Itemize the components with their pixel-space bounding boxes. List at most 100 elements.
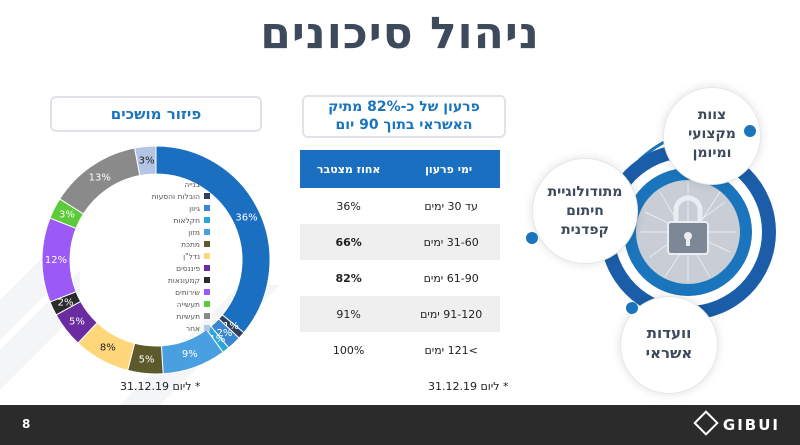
donut-value-label-9: 12%: [45, 255, 67, 266]
table-label: פרעון של כ-82% מתיק האשראי בתוך 90 יום: [302, 95, 506, 138]
bubble-text: מתודולוגיית: [547, 184, 623, 200]
logo-icon: [693, 410, 719, 436]
company-logo: GIBUI: [693, 410, 780, 436]
row-days: 31-60 ימים: [397, 224, 500, 260]
row-days: 61-90 ימים: [423, 271, 479, 285]
donut-value-label-2: 2%: [217, 328, 233, 339]
table-row: עד 30 ימים 36%: [300, 188, 500, 224]
legend-item: בנייה: [118, 179, 210, 191]
legend-item: שירותים: [118, 287, 210, 299]
connector-dot: [744, 125, 756, 137]
legend-label: נדל"ן: [183, 252, 200, 261]
legend-label: מזון: [188, 228, 200, 237]
legend-item: מזון: [118, 227, 210, 239]
bubble-methodology: מתודולוגיית חיתום קפדנית: [532, 158, 638, 264]
bubble-text: וועדות: [646, 324, 692, 342]
table-row: 61-90 ימים 82%: [300, 260, 500, 296]
table-footnote: * ליום 31.12.19: [428, 380, 509, 393]
table-label-line1: פרעון של כ-82% מתיק: [328, 99, 480, 115]
donut-chart: 36%1%2%1%9%5%8%5%2%12%3%13%3%: [41, 145, 271, 375]
donut-value-label-11: 13%: [89, 172, 111, 183]
legend-label: הובלות והסעות: [151, 192, 200, 201]
legend-label: מתכת: [181, 240, 200, 249]
row-pct: 82%: [335, 271, 362, 285]
legend-label: פיננסים: [176, 264, 200, 273]
donut-value-label-4: 9%: [182, 349, 198, 360]
legend-item: גיוון: [118, 203, 210, 215]
page-number: 8: [22, 417, 31, 431]
bubble-text: מקצועי: [688, 126, 736, 142]
bubble-text: צוות: [697, 107, 727, 123]
legend-swatch: [204, 301, 210, 307]
row-pct: 91%: [300, 296, 398, 332]
donut-value-label-5: 5%: [139, 355, 155, 366]
legend-item: קמעונאות: [118, 275, 210, 287]
legend-swatch: [204, 241, 210, 247]
legend-swatch: [204, 229, 210, 235]
connector-dot: [626, 302, 638, 314]
legend-swatch: [204, 265, 210, 271]
legend-item: פיננסים: [118, 263, 210, 275]
legend-swatch: [204, 181, 210, 187]
risk-diagram: [600, 126, 776, 320]
table-label-line2: האשראי בתוך 90 יום: [335, 117, 473, 133]
legend-swatch: [204, 325, 210, 331]
bubble-text: קפדנית: [561, 222, 609, 238]
legend-label: קמעונאות: [167, 276, 200, 285]
row-pct: 100%: [332, 343, 365, 357]
bubble-text: אשראי: [645, 344, 693, 362]
donut-slice-12: [134, 145, 157, 177]
row-pct: 36%: [336, 199, 361, 213]
legend-swatch: [204, 205, 210, 211]
legend-item: חקלאות: [118, 215, 210, 227]
legend-label: בנייה: [184, 180, 200, 189]
legend-swatch: [204, 193, 210, 199]
footer-bar: 8 GIBUI: [0, 405, 800, 445]
header-pct: אחוז מצטבר: [300, 150, 398, 188]
legend-label: אחר: [185, 324, 200, 333]
legend-item: נדל"ן: [118, 251, 210, 263]
row-days: 91-120 ימים: [397, 296, 500, 332]
bubble-credit-committees: וועדות אשראי: [620, 296, 718, 394]
donut-value-label-0: 36%: [235, 212, 257, 223]
connector-dot: [526, 232, 538, 244]
row-days: >121 ימים: [424, 343, 478, 357]
donut-value-label-7: 5%: [69, 316, 85, 327]
donut-legend: בנייה הובלות והסעות גיוון חקלאות מזון מתכת נדל…: [118, 179, 210, 335]
legend-label: חקלאות: [173, 216, 200, 225]
donut-value-label-10: 3%: [59, 210, 75, 221]
donut-value-label-6: 8%: [100, 343, 116, 354]
legend-item: אחר: [118, 323, 210, 335]
donut-value-label-3: 1%: [209, 334, 225, 345]
legend-swatch: [204, 277, 210, 283]
table-row: 31-60 ימים 66%: [300, 224, 500, 260]
table-row: >121 ימים 100%: [300, 332, 500, 368]
bubble-text: חיתום: [566, 203, 604, 219]
legend-item: תעשיות: [118, 311, 210, 323]
legend-label: שירותים: [175, 288, 200, 297]
logo-text: GIBUI: [722, 416, 780, 434]
legend-item: הובלות והסעות: [118, 191, 210, 203]
legend-swatch: [204, 313, 210, 319]
legend-label: תעשיות: [176, 312, 200, 321]
donut-value-label-1: 1%: [223, 321, 239, 332]
donut-footnote: * ליום 31.12.19: [120, 380, 201, 393]
legend-label: גיוון: [189, 204, 200, 213]
donut-value-label-12: 3%: [139, 155, 155, 166]
repayment-table: ימי פרעון אחוז מצטבר עד 30 ימים 36% 31-6…: [300, 150, 500, 368]
legend-swatch: [204, 217, 210, 223]
header-days: ימי פרעון: [397, 150, 500, 188]
page-title: ניהול סיכונים: [260, 8, 540, 59]
row-pct: 66%: [300, 224, 398, 260]
legend-item: תעשייה: [118, 299, 210, 311]
donut-value-label-8: 2%: [58, 298, 74, 309]
bubble-text: ומיומן: [692, 145, 732, 161]
bubble-professional-team: צוות מקצועי ומיומן: [663, 87, 761, 185]
legend-swatch: [204, 289, 210, 295]
legend-swatch: [204, 253, 210, 259]
table-row: 91-120 ימים 91%: [300, 296, 500, 332]
donut-label: פיזור מושכים: [50, 96, 262, 132]
legend-item: מתכת: [118, 239, 210, 251]
row-days: עד 30 ימים: [424, 199, 478, 213]
legend-label: תעשייה: [176, 300, 200, 309]
